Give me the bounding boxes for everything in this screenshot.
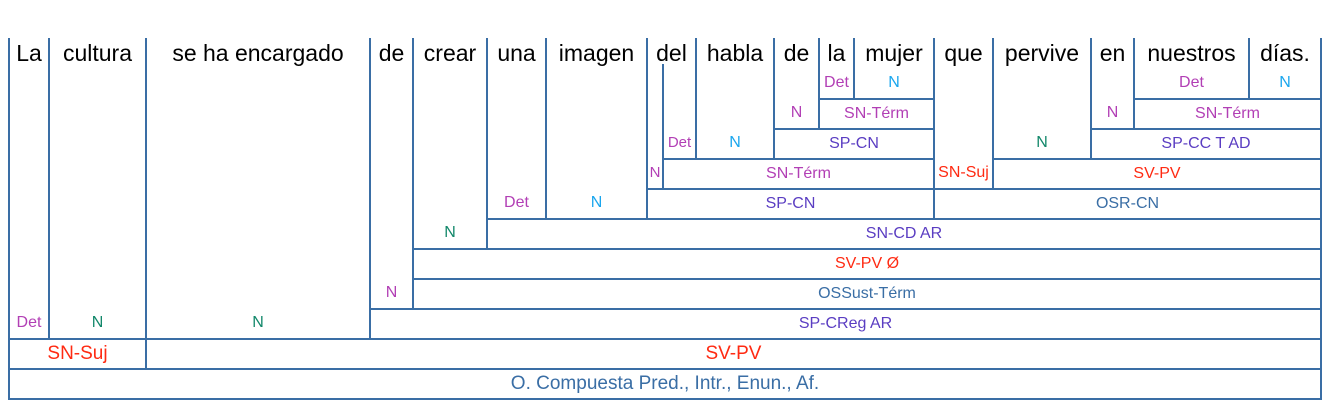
word-category: N: [444, 224, 456, 241]
word-category: N: [385, 284, 398, 301]
word-column: imagen N: [545, 38, 648, 218]
word: del: [656, 40, 687, 66]
word-column: cultura N: [48, 38, 147, 338]
word-category: N: [1036, 134, 1048, 151]
phrase-box: OSR-CN: [933, 188, 1322, 220]
word: una: [497, 40, 536, 66]
word-category: N: [1106, 104, 1119, 121]
word-category: Det: [824, 74, 849, 91]
word-column: una Det: [486, 38, 547, 218]
word-column: días. N: [1248, 38, 1322, 98]
phrase-box: SN-Térm: [818, 98, 935, 130]
word-column: pervive N: [992, 38, 1092, 158]
phrase-box: SV-PV Ø: [412, 248, 1322, 280]
word: cultura: [62, 40, 133, 66]
word-category: N: [729, 134, 741, 151]
word-column: que SN-Suj: [933, 38, 994, 188]
phrase-box: SN-Térm: [1133, 98, 1322, 130]
phrase-box: SP-CReg AR: [369, 308, 1322, 340]
word-category: Det: [667, 134, 692, 151]
word: crear: [423, 40, 477, 66]
word: que: [944, 40, 983, 66]
word: imagen: [558, 40, 635, 66]
word-category: SN-Suj: [938, 164, 989, 181]
phrase-box: SP-CC T AD: [1090, 128, 1322, 160]
phrase-box: OSSust-Térm: [412, 278, 1322, 310]
phrase-box: SP-CN: [646, 188, 935, 220]
word: en: [1099, 40, 1126, 66]
word-column: La Det: [8, 38, 50, 338]
word-column: habla N: [695, 38, 775, 158]
word-category: N: [790, 104, 803, 121]
word-column: en N: [1090, 38, 1135, 128]
word: la: [827, 40, 846, 66]
word-column: la Det: [818, 38, 855, 98]
word: días.: [1260, 40, 1310, 66]
word-column: nuestros Det: [1133, 38, 1250, 98]
word-column: mujer N: [853, 38, 935, 98]
phrase-box: SV-PV: [992, 158, 1322, 190]
word-column: de N: [369, 38, 414, 308]
phrase-box: O. Compuesta Pred., Intr., Enun., Af.: [8, 368, 1322, 400]
word-category: N: [252, 314, 264, 331]
word-category: Det: [1179, 74, 1204, 91]
word: habla: [706, 40, 764, 66]
word: de: [378, 40, 405, 66]
word: mujer: [865, 40, 923, 66]
word-category: N: [888, 74, 900, 91]
word-column: crear N: [412, 38, 488, 248]
word-category: N: [590, 194, 603, 211]
word: La: [16, 40, 42, 66]
word-category: N: [649, 164, 661, 181]
phrase-box: SN-CD AR: [486, 218, 1322, 250]
word: se ha encargado: [172, 40, 344, 66]
divider: [662, 64, 664, 188]
word: nuestros: [1147, 40, 1236, 66]
word-category: N: [1279, 74, 1291, 91]
word-category: Det: [504, 194, 529, 211]
word-column: se ha encargado N: [145, 38, 371, 338]
phrase-box: SV-PV: [145, 338, 1322, 370]
phrase-box: SN-Suj: [8, 338, 147, 370]
word: pervive: [1004, 40, 1080, 66]
word-column: de N: [773, 38, 820, 128]
word-category: N: [91, 314, 104, 331]
phrase-box: SN-Térm: [662, 158, 935, 190]
word: de: [783, 40, 810, 66]
phrase-box: SP-CN: [773, 128, 935, 160]
word-category: Det: [16, 314, 42, 331]
